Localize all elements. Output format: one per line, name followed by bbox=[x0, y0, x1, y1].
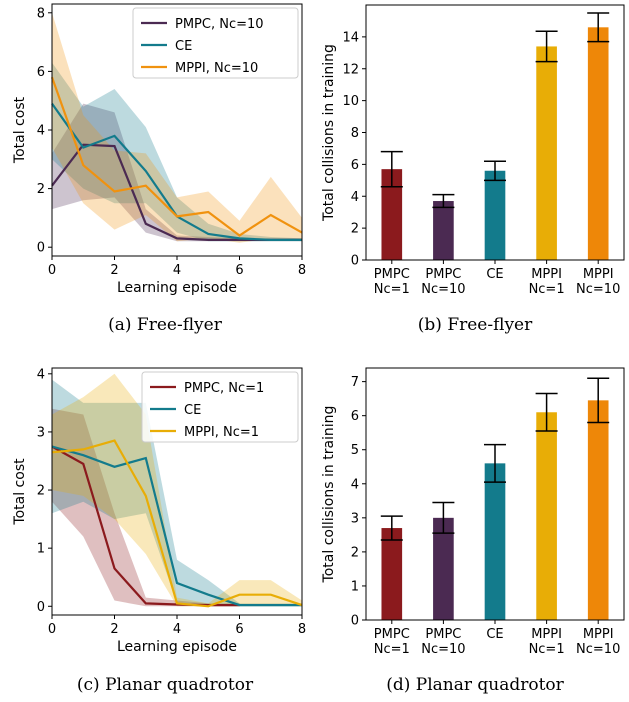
x-tick-label-c-8: 8 bbox=[298, 622, 306, 637]
y-axis-label-a: Total cost bbox=[12, 96, 28, 164]
x-tick-label-c-6: 6 bbox=[235, 622, 243, 637]
y-tick-label-b-12: 12 bbox=[342, 62, 359, 77]
y-tick-label-c-4: 4 bbox=[37, 367, 45, 382]
caption-c: (c) Planar quadrotor bbox=[77, 675, 254, 695]
y-tick-label-b-8: 8 bbox=[351, 126, 359, 141]
category-label-b-4-0: MPPI bbox=[583, 267, 614, 282]
series-line-c-2 bbox=[51, 439, 303, 608]
category-label-b-3-1: Nc=1 bbox=[529, 282, 565, 297]
y-tick-label-b-14: 14 bbox=[342, 30, 359, 45]
band-a-1 bbox=[52, 62, 302, 242]
x-axis-label-c: Learning episode bbox=[117, 639, 237, 655]
y-tick-label-c-1: 1 bbox=[37, 542, 45, 557]
chart-free-flyer-cost: 0 2 4 6 8 0 2 4 6 8 Learning episode Total cost PMPC… bbox=[12, 3, 306, 296]
bar-b-0 bbox=[381, 169, 403, 260]
y-tick-label-c-3: 3 bbox=[37, 425, 45, 440]
category-label-b-3-0: MPPI bbox=[531, 267, 562, 282]
category-label-d-2-0: CE bbox=[486, 627, 503, 642]
legend-label-c-2: MPPI, Nc=1 bbox=[184, 425, 259, 440]
legend-label-a-1: CE bbox=[175, 39, 192, 54]
band-c-0 bbox=[52, 408, 240, 607]
legend-label-c-0: PMPC, Nc=1 bbox=[184, 381, 264, 396]
x-tick-label-c-4: 4 bbox=[173, 622, 181, 637]
caption-b: (b) Free-flyer bbox=[418, 315, 533, 335]
y-tick-label-a-2: 2 bbox=[37, 182, 45, 197]
y-tick-label-d-7: 7 bbox=[351, 375, 359, 390]
bar-d-1 bbox=[433, 517, 454, 620]
y-tick-label-b-10: 10 bbox=[342, 94, 359, 109]
category-label-d-3-0: MPPI bbox=[531, 627, 562, 642]
series-line-c-0 bbox=[51, 445, 240, 607]
category-label-b-0-1: Nc=1 bbox=[374, 282, 410, 297]
y-tick-label-b-0: 0 bbox=[351, 254, 359, 269]
x-axis-label-a: Learning episode bbox=[117, 280, 237, 296]
y-tick-label-b-6: 6 bbox=[351, 158, 359, 173]
bar-b-1 bbox=[433, 201, 454, 260]
x-tick-label-a-6: 6 bbox=[235, 263, 243, 278]
band-a-2 bbox=[52, 12, 302, 243]
bar-b-4 bbox=[587, 27, 609, 260]
y-tick-label-a-0: 0 bbox=[37, 241, 45, 256]
category-label-d-0-0: PMPC bbox=[374, 627, 410, 642]
x-tick-label-a-8: 8 bbox=[298, 263, 306, 278]
bar-d-4 bbox=[587, 400, 609, 620]
bar-b-2 bbox=[484, 170, 506, 260]
y-tick-label-d-3: 3 bbox=[351, 511, 359, 526]
bar-d-3 bbox=[536, 412, 557, 620]
category-label-d-0-1: Nc=1 bbox=[374, 642, 410, 657]
series-line-c-1 bbox=[51, 445, 302, 607]
bar-b-3 bbox=[536, 46, 557, 260]
legend-label-a-0: PMPC, Nc=10 bbox=[175, 17, 264, 32]
y-tick-label-d-1: 1 bbox=[351, 579, 359, 594]
y-tick-label-d-5: 5 bbox=[351, 443, 359, 458]
band-a-0 bbox=[52, 103, 302, 242]
category-label-d-4-0: MPPI bbox=[583, 627, 614, 642]
y-tick-label-d-4: 4 bbox=[351, 477, 359, 492]
category-label-d-1-1: Nc=10 bbox=[421, 642, 465, 657]
x-tick-label-c-0: 0 bbox=[48, 622, 56, 637]
category-label-b-2-0: CE bbox=[486, 267, 503, 282]
y-tick-label-d-6: 6 bbox=[351, 409, 359, 424]
y-tick-label-c-2: 2 bbox=[37, 484, 45, 499]
x-tick-label-c-2: 2 bbox=[110, 622, 118, 637]
band-c-1 bbox=[52, 379, 302, 607]
category-label-d-3-1: Nc=1 bbox=[529, 642, 565, 657]
x-tick-label-a-4: 4 bbox=[173, 263, 181, 278]
category-label-d-1-0: PMPC bbox=[425, 627, 461, 642]
y-axis-label-d: Total collisions in training bbox=[321, 406, 337, 584]
y-tick-label-b-4: 4 bbox=[351, 190, 359, 205]
legend-label-c-1: CE bbox=[184, 403, 201, 418]
category-label-b-0-0: PMPC bbox=[374, 267, 410, 282]
y-axis-label-b: Total collisions in training bbox=[321, 44, 337, 222]
x-tick-label-a-0: 0 bbox=[48, 263, 56, 278]
axes-frame-d bbox=[365, 367, 625, 621]
legend-a bbox=[132, 7, 299, 79]
band-c-2 bbox=[52, 373, 302, 607]
y-tick-label-b-2: 2 bbox=[351, 222, 359, 237]
y-tick-label-c-0: 0 bbox=[37, 600, 45, 615]
chart-quadrotor-cost: 0 2 4 6 8 0 1 2 3 4 Learning episode Total cost PMPC… bbox=[12, 367, 306, 655]
category-label-b-1-1: Nc=10 bbox=[421, 282, 465, 297]
y-tick-label-d-0: 0 bbox=[351, 614, 359, 629]
y-tick-label-a-4: 4 bbox=[37, 124, 45, 139]
x-tick-label-a-2: 2 bbox=[110, 263, 118, 278]
y-axis-label-c: Total cost bbox=[12, 458, 28, 526]
y-tick-label-d-2: 2 bbox=[351, 545, 359, 560]
caption-d: (d) Planar quadrotor bbox=[386, 675, 564, 695]
y-tick-label-a-6: 6 bbox=[37, 65, 45, 80]
bar-d-2 bbox=[484, 463, 506, 620]
bar-d-0 bbox=[381, 528, 403, 620]
category-label-b-4-1: Nc=10 bbox=[576, 282, 620, 297]
legend-c bbox=[141, 371, 299, 443]
category-label-d-4-1: Nc=10 bbox=[576, 642, 620, 657]
category-label-b-1-0: PMPC bbox=[425, 267, 461, 282]
caption-a: (a) Free-flyer bbox=[108, 315, 223, 335]
series-line-a-2 bbox=[50, 76, 303, 237]
legend-label-a-2: MPPI, Nc=10 bbox=[175, 61, 258, 76]
y-tick-label-a-8: 8 bbox=[37, 6, 45, 21]
